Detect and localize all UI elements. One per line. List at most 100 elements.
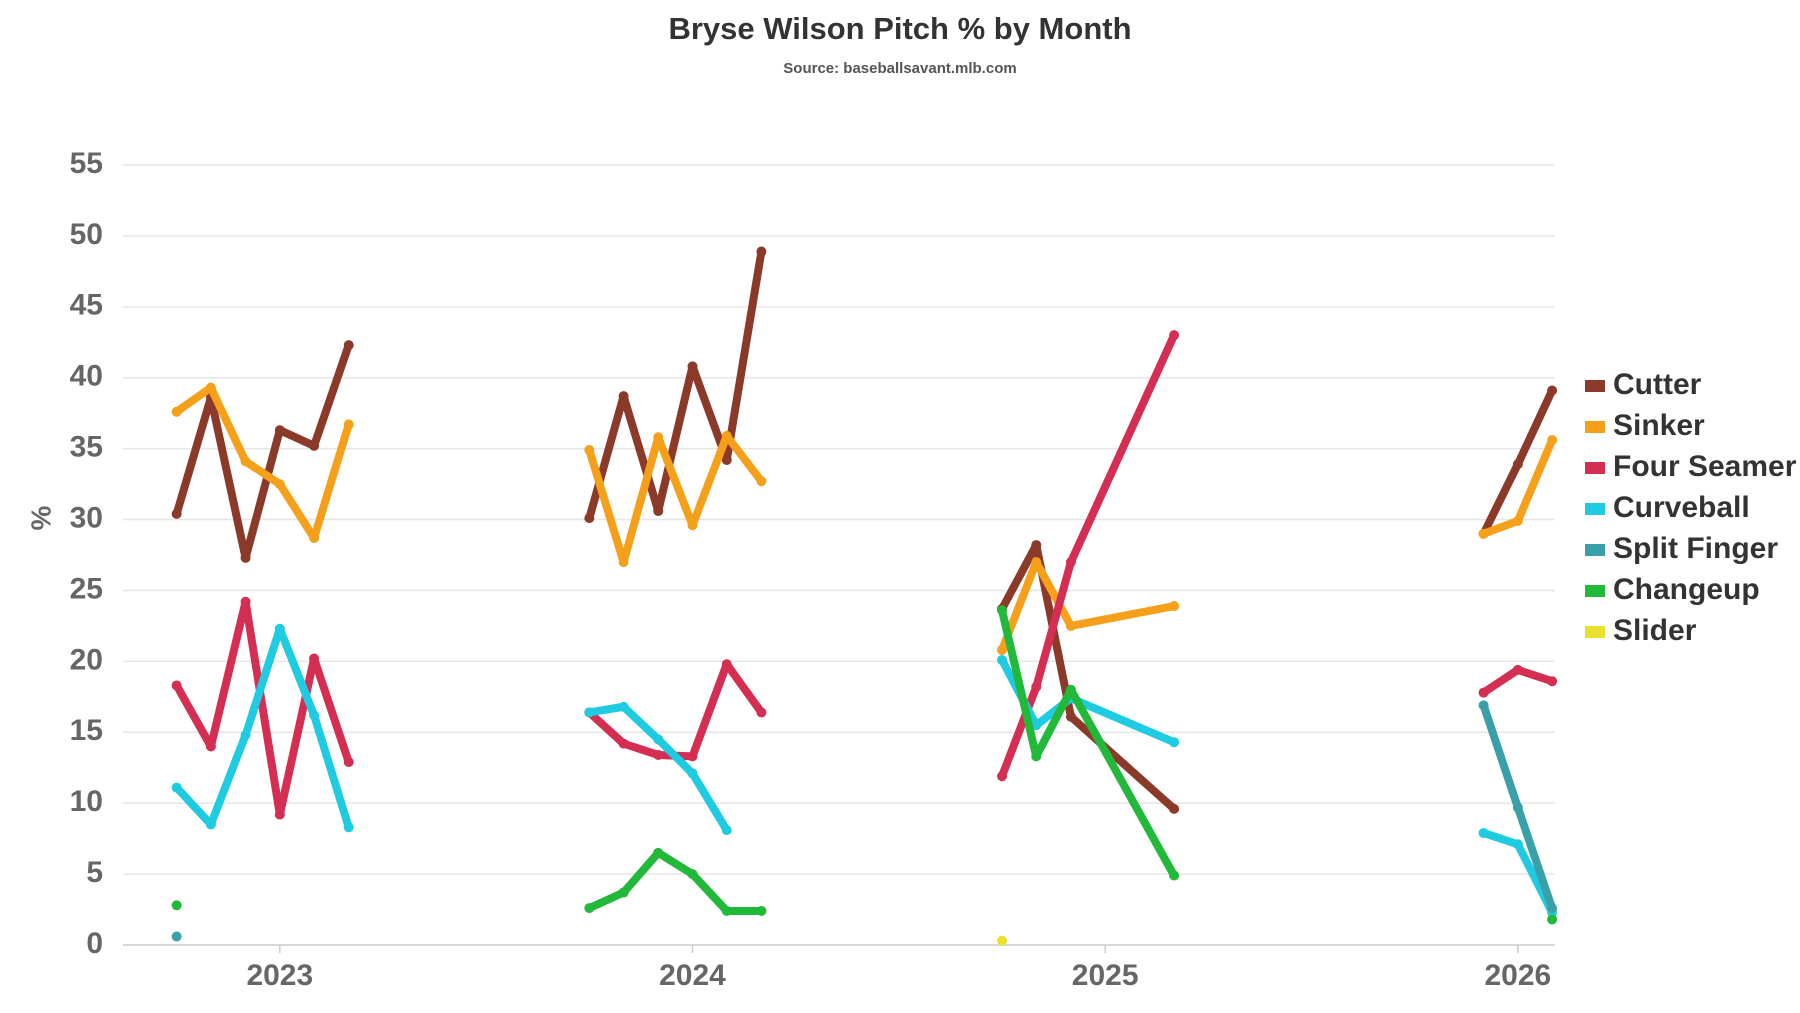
point: [343, 340, 354, 351]
point: [171, 931, 182, 942]
point: [687, 751, 698, 762]
point: [584, 513, 595, 524]
point: [1478, 687, 1489, 698]
legend-swatch: [1585, 421, 1605, 433]
point: [618, 738, 629, 749]
point: [618, 557, 629, 568]
point: [309, 710, 320, 721]
legend-label: Slider: [1613, 614, 1697, 647]
point: [997, 654, 1008, 665]
point: [1169, 870, 1180, 881]
point: [1512, 459, 1523, 470]
point: [1478, 827, 1489, 838]
point: [997, 645, 1008, 656]
legend-swatch: [1585, 380, 1605, 392]
point: [618, 887, 629, 898]
point: [687, 768, 698, 779]
y-tick-label: 0: [86, 927, 103, 960]
series: Slider: [997, 614, 1697, 946]
chart-title: Bryse Wilson Pitch % by Month: [668, 11, 1131, 46]
point: [1065, 711, 1076, 722]
point: [205, 819, 216, 830]
y-tick-label: 10: [70, 785, 103, 818]
legend-swatch: [1585, 626, 1605, 638]
series-line: [174, 383, 1556, 652]
point: [756, 476, 767, 487]
series: Sinker: [171, 382, 1705, 656]
x-tick-label: 2024: [659, 959, 726, 992]
point: [1512, 664, 1523, 675]
point: [1547, 914, 1558, 925]
point: [1031, 681, 1042, 692]
point: [1512, 802, 1523, 813]
point: [653, 734, 664, 745]
legend-label: Cutter: [1613, 368, 1702, 401]
point: [653, 432, 664, 443]
point: [1512, 839, 1523, 850]
chart-subtitle: Source: baseballsavant.mlb.com: [783, 60, 1016, 77]
point: [721, 454, 732, 465]
point: [584, 445, 595, 456]
legend-label: Changeup: [1613, 573, 1760, 606]
point: [309, 440, 320, 451]
series: Cutter: [171, 246, 1702, 814]
series: Four Seamer: [171, 330, 1797, 820]
point: [1478, 528, 1489, 539]
legend-swatch: [1585, 462, 1605, 474]
point: [274, 479, 285, 490]
point: [1169, 601, 1180, 612]
point: [343, 822, 354, 833]
point: [171, 406, 182, 417]
point: [721, 430, 732, 441]
point: [653, 847, 664, 858]
point: [1169, 330, 1180, 341]
point: [1065, 684, 1076, 695]
point: [171, 680, 182, 691]
y-axis-title: %: [25, 505, 56, 530]
point: [240, 730, 251, 741]
x-tick-label: 2023: [246, 959, 313, 992]
point: [205, 741, 216, 752]
point: [1031, 557, 1042, 568]
point: [1065, 557, 1076, 568]
point: [756, 707, 767, 718]
series-line: [589, 610, 1552, 919]
legend-label: Four Seamer: [1613, 450, 1797, 483]
point: [721, 905, 732, 916]
point: [240, 456, 251, 467]
y-tick-label: 15: [70, 714, 103, 747]
point: [171, 782, 182, 793]
point: [687, 520, 698, 531]
legend-swatch: [1585, 503, 1605, 515]
point: [997, 771, 1008, 782]
point: [1031, 751, 1042, 762]
point: [171, 508, 182, 519]
point: [997, 935, 1008, 946]
y-tick-label: 20: [70, 643, 103, 676]
point: [1169, 737, 1180, 748]
point: [274, 623, 285, 634]
point: [618, 701, 629, 712]
y-tick-label: 55: [70, 147, 103, 180]
point: [1031, 540, 1042, 551]
series-line: [173, 333, 1554, 819]
point: [721, 659, 732, 670]
point: [1169, 803, 1180, 814]
legend-label: Sinker: [1613, 409, 1705, 442]
point: [1547, 903, 1558, 914]
point: [997, 605, 1008, 616]
point: [343, 419, 354, 430]
x-tick-label: 2026: [1484, 959, 1551, 992]
series-line: [173, 624, 1556, 915]
series: Split Finger: [171, 532, 1778, 942]
point: [756, 905, 767, 916]
point: [240, 552, 251, 563]
point: [1547, 435, 1558, 446]
x-tick-label: 2025: [1072, 959, 1139, 992]
point: [309, 532, 320, 543]
y-tick-label: 50: [70, 218, 103, 251]
y-tick-label: 5: [86, 856, 103, 889]
point: [1547, 676, 1558, 687]
